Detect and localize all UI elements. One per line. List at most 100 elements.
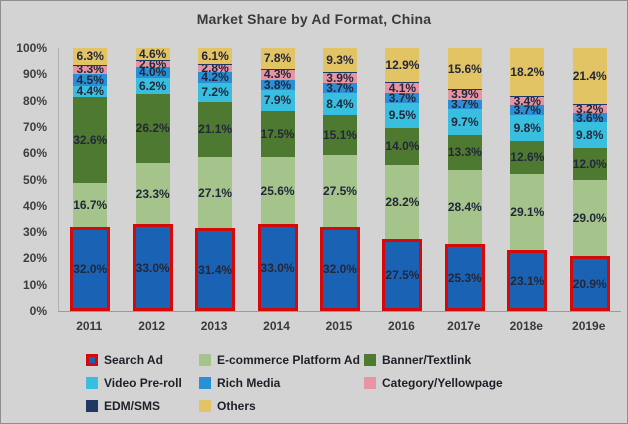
legend-item-others: Others — [199, 398, 256, 414]
y-tick-label: 50% — [22, 172, 47, 187]
legend-swatch-icon — [199, 354, 211, 366]
segment-e-commerce-platform-ad: 28.2% — [385, 164, 420, 239]
y-tick-label: 20% — [22, 251, 47, 266]
segment-edm-sms — [73, 64, 108, 66]
segment-category-yellowpage: 3.2% — [572, 101, 607, 116]
segment-value-label: 28.2% — [385, 194, 420, 209]
legend-swatch-icon — [199, 400, 211, 412]
segment-e-commerce-platform-ad: 29.1% — [510, 173, 544, 251]
segment-search-ad: 32.0% — [70, 226, 111, 311]
segment-value-label: 3.3% — [76, 62, 104, 77]
segment-others: 6.1% — [198, 48, 233, 65]
segment-value-label: 8.4% — [326, 96, 354, 111]
segment-value-label: 3.7% — [388, 90, 417, 105]
segment-value-label: 27.5% — [322, 183, 357, 198]
legend-item-rich-media: Rich Media — [199, 375, 280, 391]
segment-e-commerce-platform-ad: 16.7% — [73, 182, 107, 227]
x-tick-label: 2017e — [447, 319, 481, 333]
segment-value-label: 26.2% — [135, 121, 170, 136]
y-tick-label: 30% — [22, 225, 47, 240]
segment-value-label: 6.1% — [201, 49, 229, 64]
segment-e-commerce-platform-ad: 23.3% — [136, 162, 170, 225]
segment-value-label: 21.4% — [572, 69, 607, 84]
segment-search-ad: 31.4% — [195, 228, 236, 311]
segment-others: 18.2% — [510, 48, 544, 96]
segment-value-label: 29.0% — [572, 210, 607, 225]
segment-value-label: 6.3% — [76, 49, 104, 64]
segment-value-label: 21.1% — [198, 122, 233, 137]
segment-video-pre-roll: 8.4% — [322, 92, 357, 115]
segment-e-commerce-platform-ad: 28.4% — [447, 169, 482, 245]
segment-banner-textlink: 12.0% — [573, 148, 607, 180]
segment-value-label: 23.1% — [510, 273, 545, 288]
bar-2016: 27.5% 28.2% 14.0% 9.5% 3.7% 4.1% 12.9% — [371, 48, 433, 311]
segment-banner-textlink: 17.5% — [261, 110, 295, 157]
segment-value-label: 4.3% — [263, 67, 292, 82]
y-tick-label: 70% — [22, 119, 47, 134]
bar-column: 23.1% 29.1% 12.6% 9.8% 3.7% 3.4% 18.2% — [507, 48, 548, 311]
bar-column: 33.0% 23.3% 26.2% 6.2% 4.0% 2.6% 4.6% — [132, 47, 173, 311]
segment-search-ad: 27.5% — [382, 238, 423, 311]
segment-category-yellowpage: 3.3% — [73, 62, 108, 77]
segment-banner-textlink: 15.1% — [323, 114, 357, 155]
segment-value-label: 4.0% — [138, 65, 167, 80]
segment-banner-textlink: 26.2% — [136, 94, 170, 163]
legend-swatch-icon — [86, 377, 98, 389]
segment-value-label: 12.9% — [385, 57, 420, 72]
x-axis: 2011 2012 2013 2014 2015 2016 2017e 2018e 2019e — [58, 319, 620, 333]
segment-value-label: 13.3% — [447, 145, 482, 160]
legend-label: EDM/SMS — [104, 399, 161, 413]
bar-column: 32.0% 27.5% 15.1% 8.4% 3.7% 3.9% 9.3% — [319, 48, 360, 311]
segment-video-pre-roll: 9.8% — [510, 114, 545, 141]
segment-category-yellowpage: 2.8% — [198, 62, 233, 74]
segment-category-yellowpage: 3.9% — [322, 72, 357, 84]
segment-value-label: 3.2% — [576, 101, 604, 116]
segment-video-pre-roll: 9.8% — [572, 122, 607, 149]
legend-item-category-yellowpage: Category/Yellowpage — [364, 375, 503, 391]
segment-banner-textlink: 32.6% — [73, 97, 107, 183]
legend-item-banner-textlink: Banner/Textlink — [364, 352, 471, 368]
segment-value-label: 28.4% — [447, 200, 482, 215]
segment-rich-media: 3.8% — [260, 79, 295, 91]
segment-search-ad: 32.0% — [319, 226, 360, 311]
segment-others: 21.4% — [572, 48, 607, 105]
y-tick-label: 0% — [29, 304, 47, 318]
bar-2018e: 23.1% 29.1% 12.6% 9.8% 3.7% 3.4% 18.2% — [496, 48, 558, 311]
x-tick-label: 2011 — [76, 319, 103, 333]
bar-2012: 33.0% 23.3% 26.2% 6.2% 4.0% 2.6% 4.6% — [121, 48, 183, 311]
legend-label: E-commerce Platform Ad — [217, 353, 360, 367]
segment-value-label: 25.3% — [447, 270, 482, 285]
bar-2017e: 25.3% 28.4% 13.3% 9.7% 3.7% 3.9% 15.6% — [434, 48, 496, 311]
x-tick-label: 2019e — [572, 319, 606, 333]
segment-value-label: 4.1% — [388, 80, 417, 95]
segment-search-ad: 20.9% — [569, 256, 610, 311]
segment-value-label: 6.2% — [138, 78, 167, 93]
segment-value-label: 25.6% — [260, 183, 295, 198]
segment-value-label: 3.4% — [513, 93, 541, 108]
x-tick-label: 2016 — [388, 319, 415, 333]
legend-swatch-icon — [199, 377, 211, 389]
y-tick-label: 40% — [22, 198, 47, 213]
bar-2011: 32.0% 16.7% 32.6% 4.4% 4.5% 3.3% 6.3% — [59, 48, 121, 311]
segment-value-label: 18.2% — [510, 64, 545, 79]
segment-e-commerce-platform-ad: 27.1% — [198, 157, 233, 229]
segment-value-label: 4.4% — [76, 84, 104, 99]
segment-video-pre-roll: 7.9% — [260, 90, 295, 111]
segment-rich-media: 4.5% — [73, 72, 108, 87]
segment-video-pre-roll: 9.7% — [447, 109, 482, 135]
segment-others: 4.6% — [135, 47, 170, 62]
legend-label: Others — [217, 399, 256, 413]
segment-value-label: 4.5% — [76, 72, 104, 87]
legend-label: Category/Yellowpage — [382, 376, 503, 390]
segment-rich-media: 3.7% — [447, 98, 482, 110]
segment-others: 6.3% — [73, 48, 108, 65]
segment-value-label: 7.8% — [263, 51, 292, 66]
segment-value-label: 4.6% — [138, 47, 167, 62]
segment-rich-media: 4.0% — [135, 65, 170, 80]
segment-value-label: 3.9% — [451, 87, 479, 102]
legend-swatch-icon — [86, 354, 98, 366]
x-tick-label: 2018e — [509, 319, 543, 333]
bar-column: 25.3% 28.4% 13.3% 9.7% 3.7% 3.9% 15.6% — [444, 48, 485, 311]
segment-value-label: 27.1% — [198, 185, 233, 200]
bar-column: 33.0% 25.6% 17.5% 7.9% 3.8% 4.3% 7.8% — [257, 48, 298, 311]
